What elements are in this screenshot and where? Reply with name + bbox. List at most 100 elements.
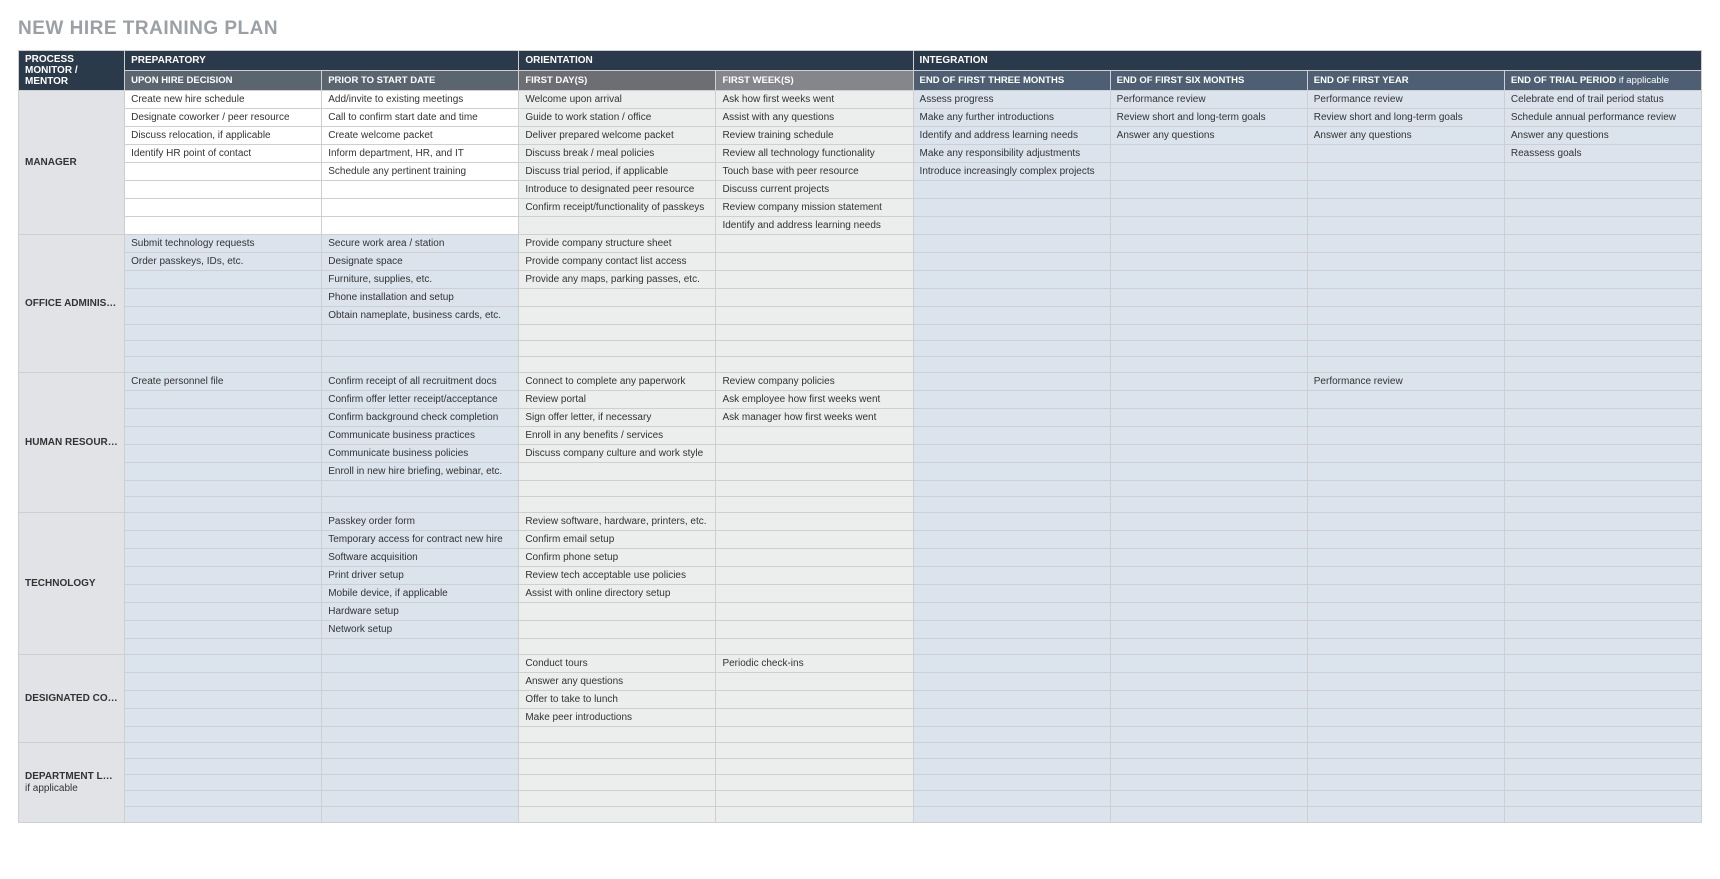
cell: Review portal [519, 391, 716, 409]
cell: Schedule annual performance review [1504, 109, 1701, 127]
cell [322, 775, 519, 791]
cell [1307, 567, 1504, 585]
cell [125, 621, 322, 639]
cell: Discuss break / meal policies [519, 145, 716, 163]
cell [125, 603, 322, 621]
cell: Periodic check-ins [716, 655, 913, 673]
cell [1110, 639, 1307, 655]
cell: Reassess goals [1504, 145, 1701, 163]
cell [1307, 217, 1504, 235]
cell [1110, 163, 1307, 181]
cell [1504, 341, 1701, 357]
cell: Print driver setup [322, 567, 519, 585]
cell [716, 357, 913, 373]
cell [913, 341, 1110, 357]
cell [1110, 727, 1307, 743]
cell: Assist with online directory setup [519, 585, 716, 603]
cell [125, 709, 322, 727]
cell: Order passkeys, IDs, etc. [125, 253, 322, 271]
table-row: Make peer introductions [19, 709, 1702, 727]
cell [716, 807, 913, 823]
cell [1307, 445, 1504, 463]
cell [1307, 709, 1504, 727]
cell: Review company mission statement [716, 199, 913, 217]
cell: Performance review [1110, 91, 1307, 109]
cell [1504, 743, 1701, 759]
cell [1110, 253, 1307, 271]
table-row: Obtain nameplate, business cards, etc. [19, 307, 1702, 325]
cell [913, 289, 1110, 307]
cell [1110, 357, 1307, 373]
cell [1110, 145, 1307, 163]
cell [322, 727, 519, 743]
cell: Introduce to designated peer resource [519, 181, 716, 199]
phase-integration: INTEGRATION [913, 51, 1701, 71]
cell [1307, 673, 1504, 691]
cell [913, 567, 1110, 585]
cell [125, 307, 322, 325]
cell [1504, 427, 1701, 445]
cell [125, 743, 322, 759]
table-row: DESIGNATED COWORKER / PEER RESOURCECondu… [19, 655, 1702, 673]
cell [1110, 497, 1307, 513]
cell [913, 391, 1110, 409]
cell: Add/invite to existing meetings [322, 91, 519, 109]
cell: Temporary access for contract new hire [322, 531, 519, 549]
cell [1504, 235, 1701, 253]
cell [1110, 481, 1307, 497]
cell: Identify HR point of contact [125, 145, 322, 163]
cell [519, 289, 716, 307]
cell [716, 497, 913, 513]
cell [1110, 341, 1307, 357]
cell: Deliver prepared welcome packet [519, 127, 716, 145]
cell: Conduct tours [519, 655, 716, 673]
sub-trial-suffix: if applicable [1616, 75, 1669, 86]
cell [716, 253, 913, 271]
cell [1307, 481, 1504, 497]
cell [125, 691, 322, 709]
cell [1110, 235, 1307, 253]
section-label-hr: HUMAN RESOURCES [19, 373, 125, 513]
cell [125, 531, 322, 549]
cell [913, 743, 1110, 759]
cell [1307, 621, 1504, 639]
cell [1504, 775, 1701, 791]
sub-trial-label: END OF TRIAL PERIOD [1511, 75, 1616, 86]
cell [125, 727, 322, 743]
cell [716, 325, 913, 341]
cell [913, 409, 1110, 427]
cell [1110, 427, 1307, 445]
cell [322, 357, 519, 373]
cell: Review tech acceptable use policies [519, 567, 716, 585]
cell [519, 743, 716, 759]
table-row [19, 357, 1702, 373]
sub-trial-period: END OF TRIAL PERIOD if applicable [1504, 71, 1701, 91]
cell: Provide company structure sheet [519, 235, 716, 253]
cell: Make any further introductions [913, 109, 1110, 127]
table-row: HUMAN RESOURCESCreate personnel fileConf… [19, 373, 1702, 391]
table-row: Hardware setup [19, 603, 1702, 621]
cell [125, 325, 322, 341]
cell [1110, 655, 1307, 673]
cell [913, 709, 1110, 727]
cell: Create personnel file [125, 373, 322, 391]
table-row: Enroll in new hire briefing, webinar, et… [19, 463, 1702, 481]
cell: Discuss trial period, if applicable [519, 163, 716, 181]
cell [322, 709, 519, 727]
cell [125, 181, 322, 199]
cell [1307, 531, 1504, 549]
cell [125, 163, 322, 181]
cell [716, 463, 913, 481]
cell [913, 307, 1110, 325]
cell [1307, 775, 1504, 791]
cell: Connect to complete any paperwork [519, 373, 716, 391]
cell: Communicate business practices [322, 427, 519, 445]
table-row: Offer to take to lunch [19, 691, 1702, 709]
cell: Review company policies [716, 373, 913, 391]
cell: Guide to work station / office [519, 109, 716, 127]
cell: Introduce increasingly complex projects [913, 163, 1110, 181]
cell [1307, 357, 1504, 373]
cell [716, 791, 913, 807]
cell [1504, 513, 1701, 531]
cell [519, 603, 716, 621]
